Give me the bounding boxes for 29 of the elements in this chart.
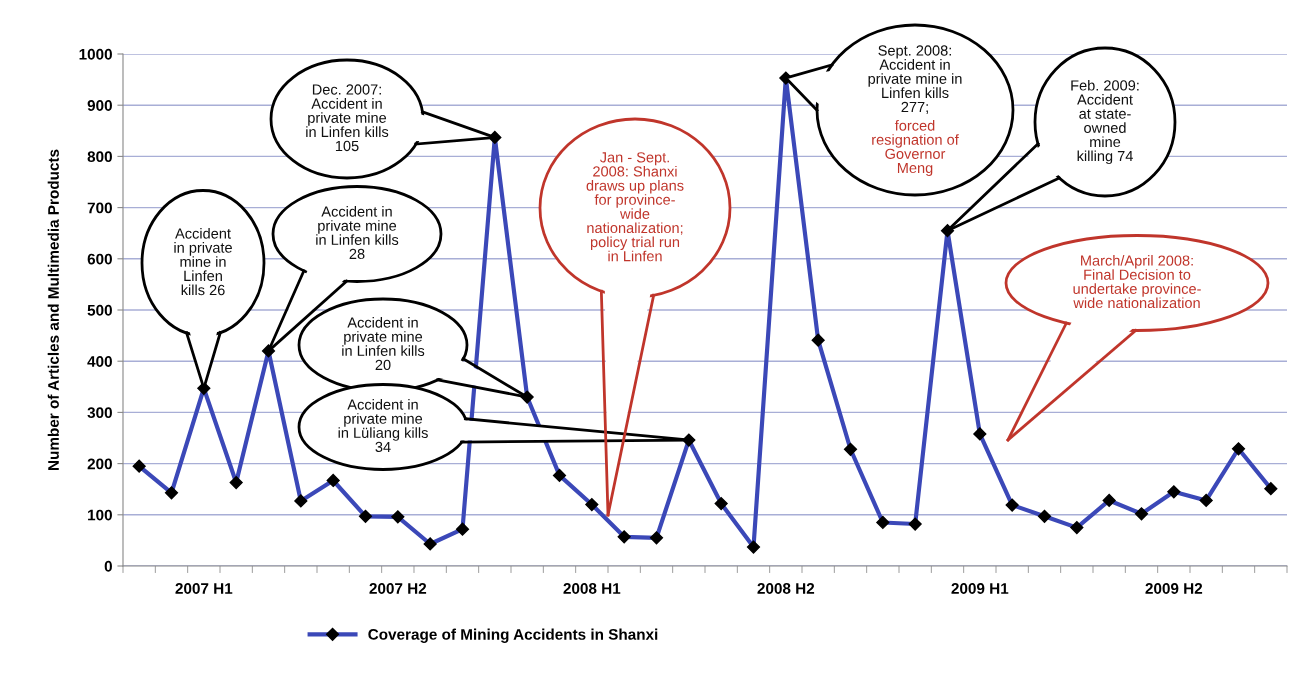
x-tick-label: 2008 H1	[563, 583, 621, 594]
x-tick-label: 2009 H2	[1145, 583, 1203, 594]
y-tick-label: 100	[88, 509, 112, 521]
y-axis-title: Number of Articles and Multimedia Products	[47, 149, 59, 470]
y-tick-label: 0	[104, 560, 112, 572]
legend-label: Coverage of Mining Accidents in Shanxi	[368, 628, 658, 643]
y-tick-label: 700	[87, 202, 112, 214]
x-tick-label: 2008 H2	[757, 583, 815, 594]
y-tick-label: 1000	[79, 48, 112, 60]
annotation: Sept. 2008: Accident in private mine in Linfen kills 277;	[868, 45, 962, 114]
y-tick-label: 400	[87, 356, 112, 367]
y-tick-label: 500	[87, 304, 112, 316]
y-tick-label: 200	[87, 458, 112, 470]
annotation: Dec. 2007: Accident in private mine in Linfen kills 105	[306, 84, 389, 152]
annotation: forced resignation of Governor Meng	[872, 120, 959, 176]
annotation: Accident in private mine in Linfen kills 28	[316, 206, 399, 260]
annotation: Accident in private mine in Linfen kills 20	[342, 317, 425, 371]
y-tick-label: 900	[87, 100, 112, 111]
annotation: Accident in private mine in Linfen kills 26	[174, 227, 232, 296]
x-tick-label: 2007 H1	[175, 583, 233, 594]
y-tick-label: 300	[87, 407, 112, 419]
x-tick-label: 2007 H2	[369, 583, 427, 594]
annotation: Accident in private mine in Lüliang kills 34	[338, 399, 428, 453]
y-tick-label: 800	[87, 151, 112, 163]
x-tick-label: 2009 H1	[951, 583, 1009, 594]
annotation: Feb. 2009: Accident at state- owned mine killing 74	[1071, 79, 1139, 165]
annotation: March/April 2008: Final Decision to undertake province- wide nationalization	[1073, 255, 1201, 309]
annotation: Jan - Sept. 2008: Shanxi draws up plans for province- wide nationalization; policy trial run in Linfen	[586, 152, 684, 262]
y-tick-label: 600	[87, 253, 112, 265]
